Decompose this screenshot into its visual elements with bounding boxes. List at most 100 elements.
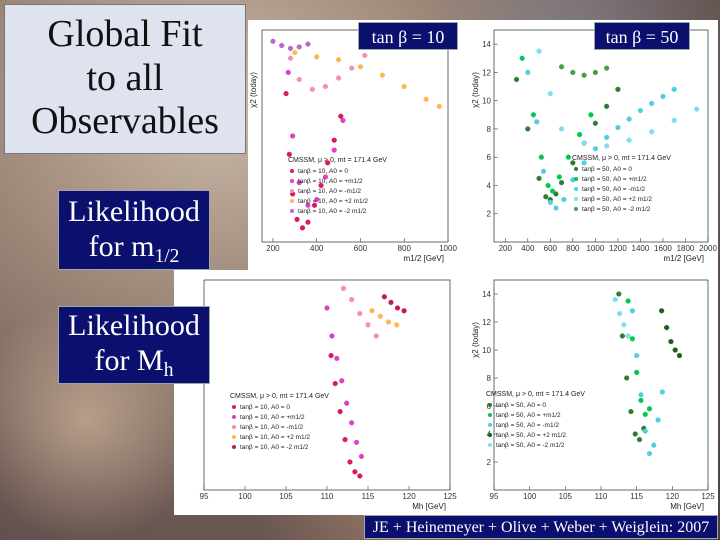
data-point: [536, 175, 542, 182]
x-tick-label: 200: [266, 244, 280, 253]
data-point: [616, 291, 622, 297]
title-line-3: Observables: [31, 100, 219, 143]
data-point: [294, 216, 300, 222]
x-tick-label: 1400: [632, 244, 650, 253]
data-point: [388, 299, 394, 306]
data-point: [423, 96, 429, 102]
data-point: [624, 375, 630, 381]
legend-entry: tanβ = 50, A0 = -2 m1/2: [582, 206, 651, 213]
legend-entry: tanβ = 10, A0 = -2 m1/2: [298, 208, 367, 215]
data-point: [436, 103, 442, 109]
data-point: [547, 90, 553, 97]
data-point: [344, 400, 350, 406]
data-point: [649, 100, 655, 107]
data-point: [270, 38, 276, 44]
data-point: [296, 180, 302, 186]
data-point: [305, 41, 311, 47]
y-tick-label: 12: [482, 318, 491, 327]
data-point: [543, 194, 549, 200]
legend-marker: [488, 413, 492, 417]
data-point: [576, 131, 583, 138]
y-tick-label: 12: [482, 68, 491, 77]
data-point: [538, 154, 544, 160]
likelihood-m12-line-2: for m1/2: [88, 229, 180, 267]
data-point: [604, 103, 610, 109]
data-point: [642, 428, 648, 434]
data-point: [634, 369, 640, 376]
chart-mh-tanb50-svg: 951001051101151201252468101214Mh [GeV]χ2…: [471, 279, 715, 511]
data-point: [335, 57, 342, 63]
data-point: [632, 431, 638, 437]
legend-marker: [232, 405, 236, 409]
data-point: [638, 392, 644, 398]
x-axis-label: m1/2 [GeV]: [404, 254, 444, 263]
x-tick-label: 600: [544, 244, 558, 253]
data-point: [604, 65, 610, 71]
data-point: [604, 143, 610, 149]
data-point: [362, 52, 368, 59]
data-point: [625, 333, 631, 339]
legend-marker: [574, 177, 578, 181]
title-line-1: Global Fit: [47, 13, 203, 55]
data-point: [328, 352, 334, 359]
data-point: [604, 134, 610, 141]
data-point: [642, 411, 648, 418]
data-point: [394, 305, 401, 311]
data-point: [357, 64, 364, 70]
x-tick-label: 100: [523, 492, 537, 501]
likelihood-mh-line-1: Likelihood: [68, 309, 200, 342]
data-point: [334, 355, 340, 362]
data-point: [373, 333, 379, 339]
data-point: [694, 106, 700, 112]
data-point: [349, 420, 355, 426]
x-tick-label: 2000: [699, 244, 717, 253]
data-point: [547, 199, 553, 206]
legend-entry: tanβ = 10, A0 = +2 m1/2: [298, 198, 368, 205]
y-axis-label: χ2 (today): [471, 322, 480, 358]
legend-title: CMSSM, μ > 0, mt = 171.4 GeV: [230, 393, 329, 400]
data-point: [588, 112, 594, 118]
y-tick-label: 2: [487, 210, 492, 219]
x-tick-label: 600: [354, 244, 368, 253]
legend-marker: [574, 187, 578, 191]
x-tick-label: 125: [701, 492, 715, 501]
data-point: [556, 174, 562, 180]
data-point: [299, 225, 306, 231]
data-point: [540, 168, 547, 174]
legend-entry: tanβ = 10, A0 = -2 m1/2: [240, 444, 309, 451]
data-point: [664, 324, 670, 331]
likelihood-m12-box: Likelihood for m1/2: [58, 190, 210, 270]
data-point: [287, 45, 294, 51]
x-tick-label: 110: [595, 492, 608, 501]
legend-entry: tanβ = 10, A0 = +2 m1/2: [240, 434, 310, 441]
data-point: [331, 137, 337, 143]
data-point: [612, 297, 618, 303]
data-point: [558, 126, 565, 132]
y-tick-label: 14: [482, 290, 491, 299]
x-tick-label: 115: [630, 492, 643, 501]
data-point: [305, 202, 311, 208]
data-point: [352, 469, 358, 475]
x-tick-label: 105: [279, 492, 293, 501]
data-point: [296, 44, 302, 50]
legend-entry: tanβ = 10, A0 = -m1/2: [240, 424, 303, 431]
plot-frame: [203, 279, 451, 491]
legend-entry: tanβ = 50, A0 = -m1/2: [496, 422, 559, 429]
x-tick-label: 1000: [586, 244, 604, 253]
legend-entry: tanβ = 10, A0 = +m1/2: [298, 178, 363, 185]
data-point: [358, 453, 365, 460]
data-point: [385, 319, 392, 325]
data-point: [357, 473, 363, 479]
data-point: [561, 197, 567, 203]
data-point: [335, 75, 342, 81]
data-point: [549, 188, 556, 194]
data-point: [290, 133, 296, 139]
legend-entry: tanβ = 50, A0 = +m1/2: [582, 176, 647, 183]
y-axis-label: χ2 (today): [249, 72, 258, 108]
data-point: [279, 42, 285, 49]
x-tick-label: 1800: [677, 244, 695, 253]
legend-marker: [574, 207, 578, 211]
title-line-2: to all: [86, 56, 164, 99]
data-point: [332, 380, 338, 387]
